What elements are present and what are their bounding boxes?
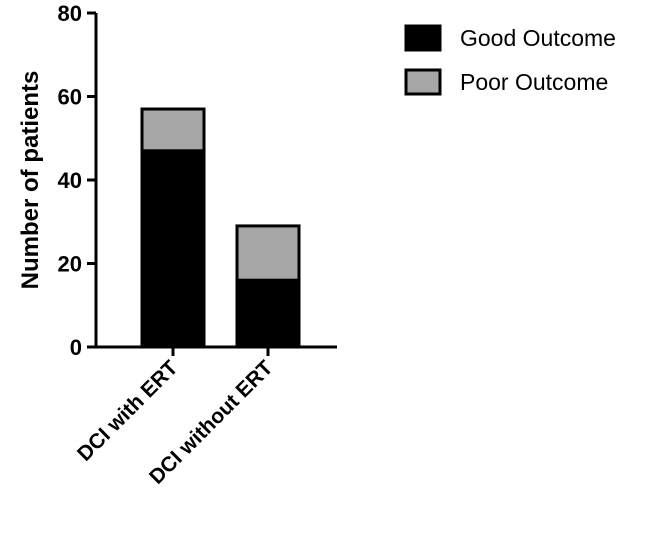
bar-good-2 xyxy=(235,278,301,349)
legend: Good Outcome Poor Outcome xyxy=(404,24,616,96)
bars-group xyxy=(140,107,301,349)
bar-poor-2 xyxy=(235,224,301,282)
y-axis-title: Number of patients xyxy=(17,71,44,290)
y-tick-label: 60 xyxy=(58,85,82,110)
y-tick-label: 0 xyxy=(70,335,82,360)
y-tick-label: 20 xyxy=(58,252,82,277)
y-tick-label: 80 xyxy=(58,1,82,26)
legend-swatch-good xyxy=(404,24,442,52)
legend-label: Poor Outcome xyxy=(460,69,608,95)
x-category-label: DCI with ERT xyxy=(73,356,183,466)
legend-swatch-poor xyxy=(404,68,442,96)
y-axis-ticks: 0 20 40 60 80 xyxy=(58,1,96,360)
bar-good-1 xyxy=(140,149,206,349)
bar-poor-1 xyxy=(140,107,206,153)
legend-label: Good Outcome xyxy=(460,25,616,51)
y-tick-label: 40 xyxy=(58,168,82,193)
